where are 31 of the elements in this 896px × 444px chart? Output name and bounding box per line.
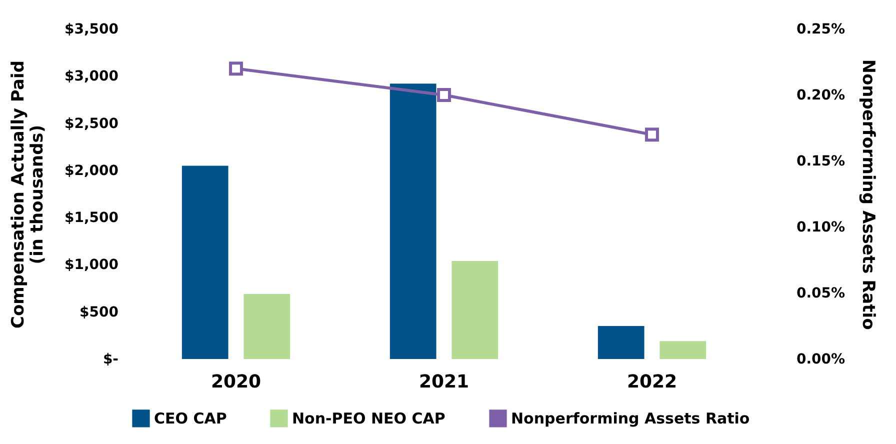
y-tick-label: $500: [80, 304, 119, 320]
y2-tick-label: 0.05%: [796, 286, 846, 302]
bar: [244, 294, 290, 359]
point: [229, 62, 243, 76]
y2-tick-label: 0.00%: [796, 352, 846, 368]
legend-label: Non-PEO NEO CAP: [292, 409, 446, 428]
x-tick-label: 2021: [418, 372, 470, 392]
y-tick-label: $1,000: [64, 257, 119, 274]
y2-tick-label: 0.25%: [796, 22, 846, 38]
y-tick-label: $3,500: [64, 22, 119, 38]
bar: [390, 84, 436, 359]
bar: [452, 260, 498, 359]
x-tick-label: 2020: [210, 372, 262, 392]
point: [645, 128, 659, 142]
y-axis-title: Compensation Actually Paid (in thousands): [8, 60, 48, 328]
y2-axis-title: Nonperforming Assets Ratio: [858, 59, 878, 330]
bar: [182, 166, 228, 359]
y-tick-label: $2,500: [64, 116, 119, 132]
y2-tick-label: 0.15%: [796, 154, 846, 170]
bar: [598, 326, 644, 359]
y2-tick-label: 0.10%: [796, 220, 846, 236]
x-tick-label: 2022: [626, 372, 678, 392]
bar: [660, 341, 706, 359]
legend-label: Nonperforming Assets Ratio: [511, 409, 750, 428]
y-tick-label: $1,500: [64, 210, 119, 226]
y-tick-label: $-: [102, 352, 119, 368]
legend-label: CEO CAP: [154, 409, 227, 428]
y-tick-label: $2,000: [64, 162, 119, 179]
y2-tick-label: 0.20%: [796, 88, 846, 104]
y-tick-label: $3,000: [64, 68, 119, 85]
point: [437, 88, 451, 102]
